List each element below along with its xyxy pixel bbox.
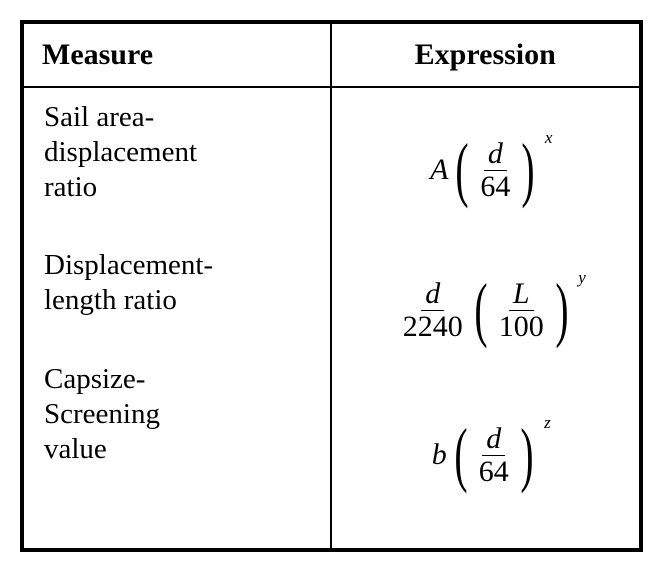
measure-text: Sail area- xyxy=(44,100,310,135)
right-paren-icon: ) xyxy=(520,418,533,490)
fraction-numerator: d xyxy=(421,278,444,311)
fraction-numerator: d xyxy=(482,423,505,456)
expression-item: A ( d 64 ) x xyxy=(352,100,620,240)
paren-group: ( d 64 ) z xyxy=(449,419,539,491)
formula-exponent: x xyxy=(545,128,553,148)
measure-text: ratio xyxy=(44,170,310,205)
expression-item: b ( d 64 ) z xyxy=(352,380,620,530)
table-body-row: Sail area- displacement ratio Displaceme… xyxy=(24,88,639,548)
right-paren-icon: ) xyxy=(522,133,535,205)
measure-item: Displacement- length ratio xyxy=(44,248,310,318)
fraction-numerator: L xyxy=(509,278,534,311)
measure-item: Capsize- Screening value xyxy=(44,362,310,466)
measure-text: value xyxy=(44,432,310,467)
right-paren-icon: ) xyxy=(555,273,568,345)
fraction: d 64 xyxy=(476,138,514,202)
measure-text: displacement xyxy=(44,135,310,170)
formula: b ( d 64 ) z xyxy=(432,419,539,491)
fraction-denominator: 2240 xyxy=(399,311,467,343)
left-paren-icon: ( xyxy=(456,133,469,205)
formula: A ( d 64 ) x xyxy=(430,134,540,206)
table-header-row: Measure Expression xyxy=(24,24,639,88)
left-paren-icon: ( xyxy=(474,273,487,345)
formula-exponent: z xyxy=(544,413,551,433)
expression-item: d 2240 ( L 100 ) y xyxy=(352,240,620,380)
fraction-denominator: 64 xyxy=(475,456,513,488)
header-measure: Measure xyxy=(24,24,332,86)
fraction-numerator: d xyxy=(484,138,507,171)
measure-text: Capsize- xyxy=(44,362,310,397)
measure-text: Screening xyxy=(44,397,310,432)
fraction-coefficient: d 2240 xyxy=(399,278,467,342)
measure-text: length ratio xyxy=(44,283,310,318)
expression-column: A ( d 64 ) x d xyxy=(332,88,640,548)
formula: d 2240 ( L 100 ) y xyxy=(397,274,574,346)
fraction-denominator: 64 xyxy=(476,171,514,203)
header-expression: Expression xyxy=(332,24,640,86)
paren-group: ( L 100 ) y xyxy=(469,274,574,346)
measure-text: Displacement- xyxy=(44,248,310,283)
measure-item: Sail area- displacement ratio xyxy=(44,100,310,204)
measure-column: Sail area- displacement ratio Displaceme… xyxy=(24,88,332,548)
formula-exponent: y xyxy=(578,268,586,288)
fraction: L 100 xyxy=(495,278,548,342)
formula-coefficient: b xyxy=(432,437,447,473)
fraction-denominator: 100 xyxy=(495,311,548,343)
formula-coefficient: A xyxy=(430,152,448,188)
left-paren-icon: ( xyxy=(454,418,467,490)
formula-table: Measure Expression Sail area- displaceme… xyxy=(20,20,643,552)
fraction: d 64 xyxy=(475,423,513,487)
paren-group: ( d 64 ) x xyxy=(450,134,540,206)
